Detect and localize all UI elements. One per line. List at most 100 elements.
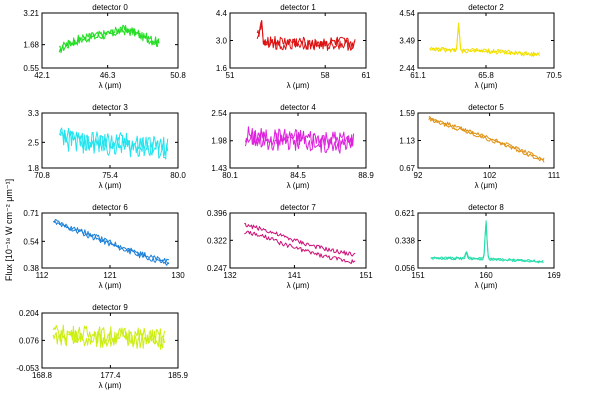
y-tick-label: 2.44 [399, 64, 415, 73]
spectrum-line [244, 230, 356, 265]
y-tick-label: 4.4 [216, 9, 228, 18]
y-tick-label: 0.38 [23, 264, 39, 273]
x-axis-label: λ (μm) [99, 81, 122, 90]
y-tick-label: 1.6 [216, 64, 228, 73]
spectrum-line [428, 116, 545, 161]
y-tick-label: 1.43 [211, 164, 227, 173]
spectrum-line [52, 220, 170, 266]
y-tick-label: 0.338 [395, 237, 416, 246]
spectrum-line [244, 222, 356, 257]
x-axis-label: λ (μm) [475, 81, 498, 90]
x-tick-label: 84.5 [290, 171, 306, 180]
x-tick-label: 92 [414, 171, 423, 180]
figure-ylabel: Flux [10⁻¹⁸ W cm⁻² μm⁻¹] [4, 179, 14, 281]
y-tick-label: 2.5 [28, 138, 40, 147]
chart-title: detector 7 [280, 203, 316, 212]
y-tick-label: 1.13 [399, 137, 415, 146]
x-tick-label: 151 [411, 271, 425, 280]
spectrum-line [52, 324, 165, 345]
x-tick-label: 132 [223, 271, 237, 280]
x-tick-label: 121 [103, 271, 117, 280]
x-tick-label: 58 [321, 71, 330, 80]
y-tick-label: 0.55 [23, 64, 39, 73]
chart-title: detector 9 [92, 303, 128, 312]
x-tick-label: 51 [226, 71, 235, 80]
y-tick-label: 0.076 [19, 336, 40, 345]
x-tick-label: 112 [36, 271, 49, 280]
x-axis-label: λ (μm) [99, 381, 122, 390]
spectrum-line [256, 20, 356, 50]
x-tick-label: 70.5 [546, 71, 562, 80]
spectrum-line [245, 126, 355, 149]
x-tick-label: 70.8 [34, 171, 50, 180]
spectrum-line [59, 127, 169, 156]
x-axis-label: λ (μm) [287, 281, 310, 290]
x-tick-label: 177.4 [100, 371, 121, 380]
y-tick-label: 0.247 [207, 264, 228, 273]
chart-panel: detector 2 61.1 65.8 70.5 2.44 3.49 4.54 λ (μm) [399, 3, 562, 90]
chart-title: detector 4 [280, 103, 316, 112]
chart-panel: detector 3 70.8 75.4 80.0 1.8 2.5 3.3 λ (μm) [28, 103, 186, 190]
chart-title: detector 1 [280, 3, 316, 12]
chart-panel: detector 0 42.1 46.3 50.8 0.55 1.68 3.21 λ (μm) [23, 3, 186, 90]
chart-panel: detector 8 151 160 169 0.056 0.338 0.621 λ (μm) [395, 203, 561, 290]
x-tick-label: 169 [547, 271, 561, 280]
chart-title: detector 0 [92, 3, 128, 12]
spectrum-line [256, 20, 356, 51]
x-tick-label: 42.1 [34, 71, 50, 80]
x-axis-label: λ (μm) [287, 181, 310, 190]
spectrum-line [429, 22, 540, 56]
x-tick-label: 141 [288, 271, 302, 280]
y-tick-label: 0.71 [23, 209, 39, 218]
x-tick-label: 46.3 [100, 71, 116, 80]
spectrum-line [58, 24, 160, 53]
x-axis-label: λ (μm) [475, 281, 498, 290]
chart-panel: detector 5 92 102 111 0.67 1.13 1.59 λ (μm) [399, 103, 560, 190]
x-tick-label: 111 [548, 171, 561, 180]
y-tick-label: -0.053 [16, 364, 39, 373]
chart-title: detector 8 [468, 203, 504, 212]
plot-frame [417, 12, 555, 69]
chart-panel: detector 9 168.8 177.4 185.9 -0.053 0.076 0.20… [16, 303, 188, 390]
spectrum-line [430, 220, 544, 263]
x-tick-label: 102 [483, 171, 497, 180]
y-tick-label: 3.0 [216, 37, 228, 46]
y-tick-label: 1.59 [399, 109, 415, 118]
y-tick-label: 1.98 [211, 137, 227, 146]
y-tick-label: 0.396 [207, 209, 228, 218]
y-tick-label: 0.322 [207, 236, 228, 245]
x-axis-label: λ (μm) [475, 181, 498, 190]
x-tick-label: 80.1 [222, 171, 238, 180]
x-axis-label: λ (μm) [287, 81, 310, 90]
x-axis-label: λ (μm) [99, 281, 122, 290]
plot-frame [41, 12, 179, 69]
chart-title: detector 5 [468, 103, 504, 112]
x-axis-label: λ (μm) [99, 181, 122, 190]
chart-title: detector 6 [92, 203, 128, 212]
y-tick-label: 1.68 [23, 41, 39, 50]
chart-panel: detector 1 51 58 61 1.6 3.0 4.4 λ (μm) [216, 3, 371, 90]
x-tick-label: 151 [359, 271, 373, 280]
y-tick-label: 3.3 [28, 109, 40, 118]
x-tick-label: 50.8 [170, 71, 186, 80]
x-tick-label: 65.8 [478, 71, 494, 80]
y-tick-label: 0.54 [23, 237, 39, 246]
x-tick-label: 160 [479, 271, 493, 280]
x-tick-label: 168.8 [32, 371, 53, 380]
spectrum-line [53, 219, 170, 264]
chart-panel: detector 6 112 121 130 0.38 0.54 0.71 λ (μm) [23, 203, 185, 290]
x-tick-label: 61.1 [410, 71, 426, 80]
y-tick-label: 0.204 [19, 309, 40, 318]
y-tick-label: 0.67 [399, 164, 415, 173]
y-tick-label: 0.056 [395, 264, 416, 273]
y-tick-label: 0.621 [395, 209, 416, 218]
chart-title: detector 3 [92, 103, 128, 112]
y-tick-label: 1.8 [28, 164, 40, 173]
panels: detector 0 42.1 46.3 50.8 0.55 1.68 3.21 λ (μm)… [16, 3, 562, 390]
spectrum-line [429, 24, 540, 57]
x-tick-label: 130 [171, 271, 185, 280]
y-tick-label: 2.54 [211, 109, 227, 118]
y-tick-label: 4.54 [399, 9, 415, 18]
x-tick-label: 80.0 [170, 171, 186, 180]
chart-panel: detector 4 80.1 84.5 88.9 1.43 1.98 2.54 λ (μm) [211, 103, 374, 190]
